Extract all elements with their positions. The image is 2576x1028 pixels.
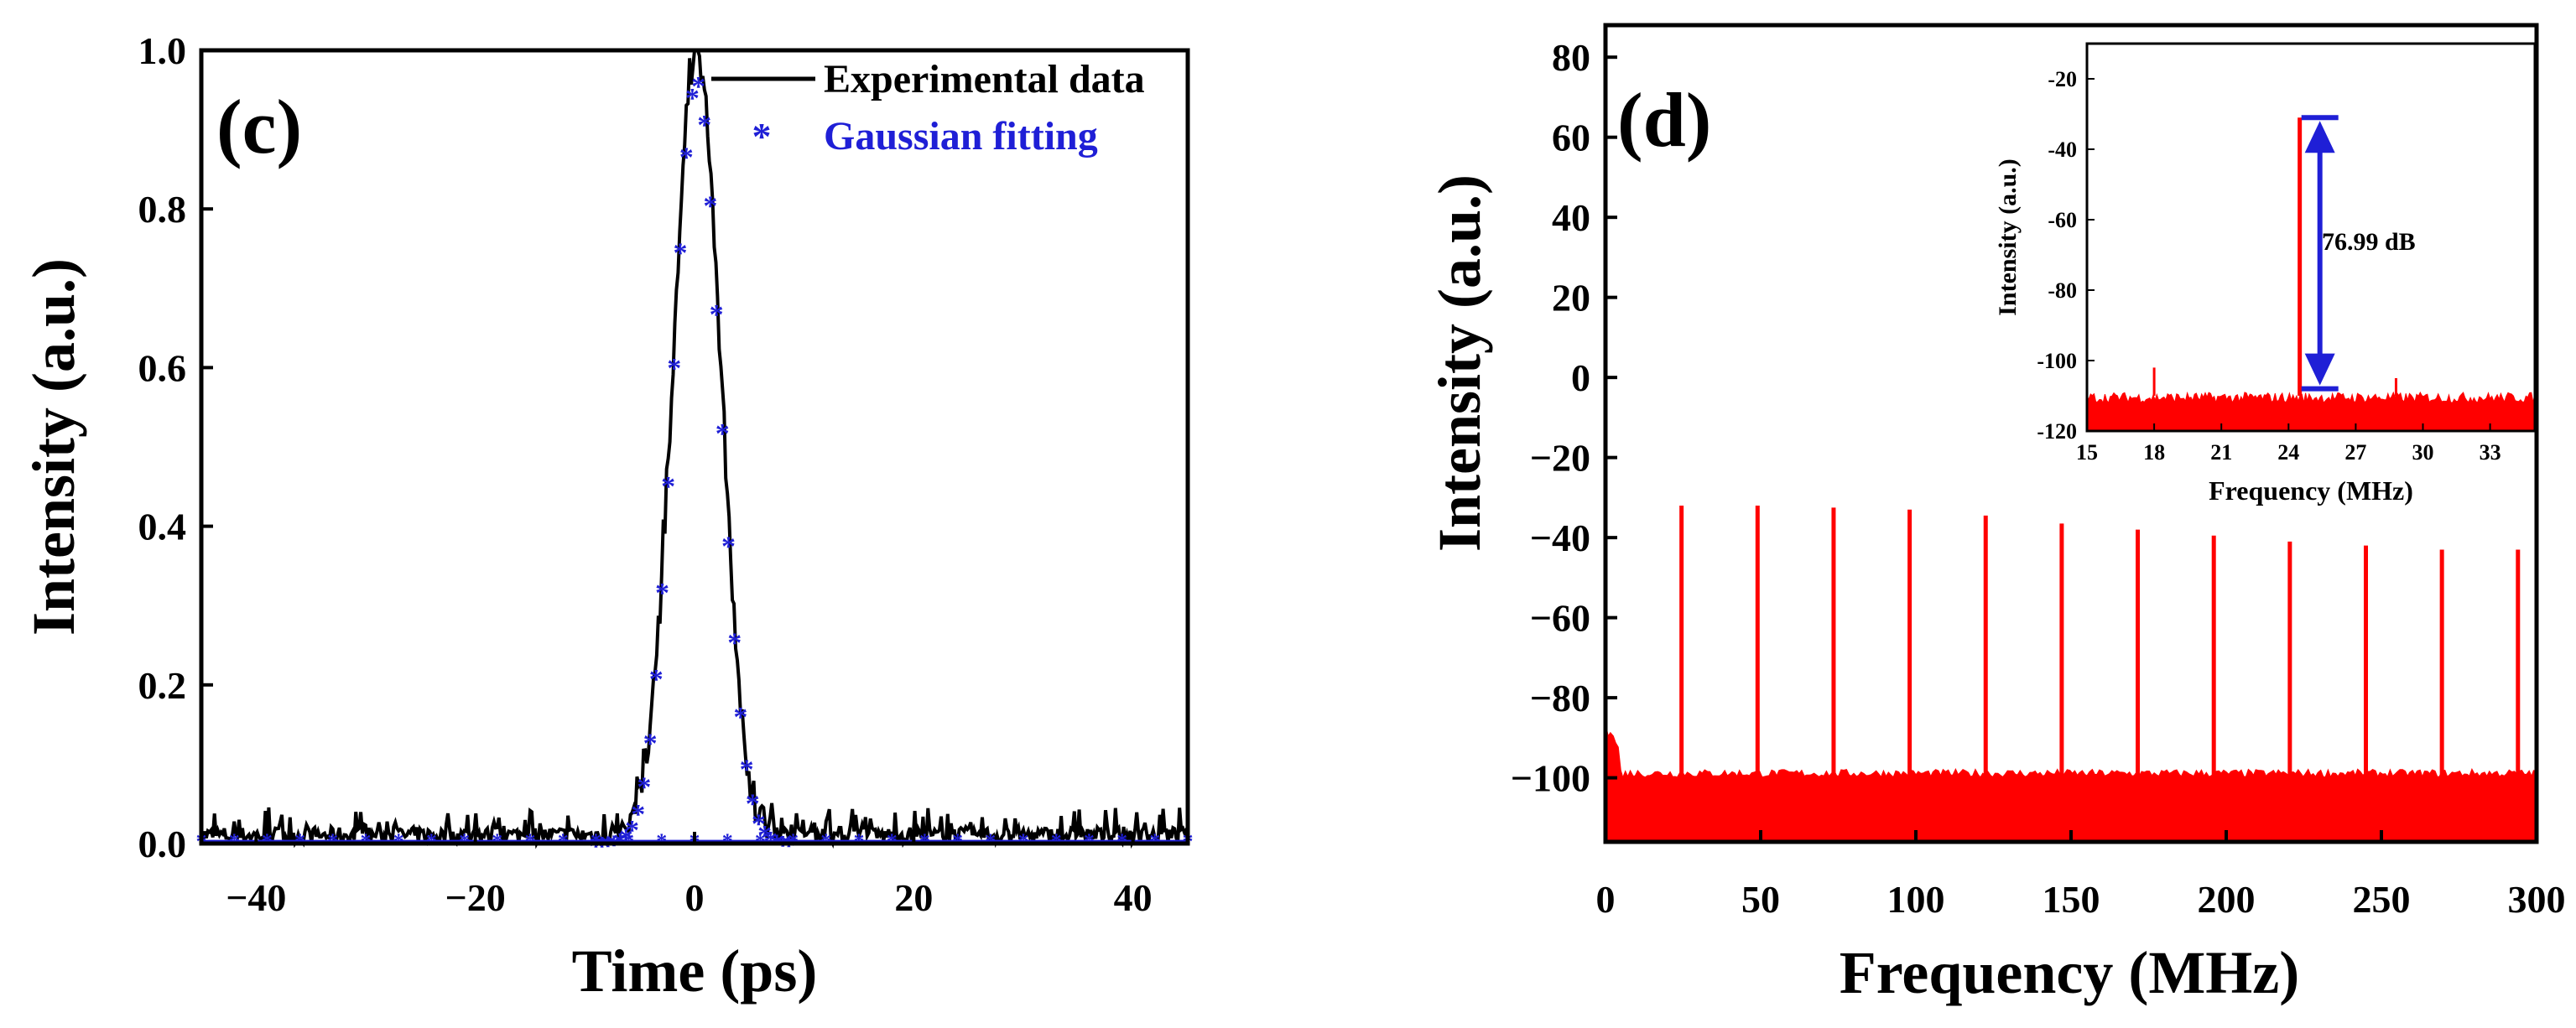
gaussian-fit-point: * <box>710 299 724 330</box>
panel-c-legend: Experimental data * Gaussian fitting <box>711 57 1145 158</box>
y-tick-label: 0 <box>1571 356 1590 399</box>
gaussian-fit-point: * <box>661 471 675 502</box>
gaussian-fit-point: * <box>649 664 664 695</box>
gaussian-fit-point: * <box>655 578 669 609</box>
inset-y-tick-label: -80 <box>2048 278 2077 303</box>
x-tick-label: 150 <box>2043 878 2100 921</box>
y-tick-label: 80 <box>1552 36 1590 79</box>
snr-arrow-head-down <box>2304 353 2335 386</box>
inset-x-tick-label: 21 <box>2210 440 2232 465</box>
gaussian-fit-point: * <box>674 237 688 268</box>
gaussian-fit-point: * <box>716 418 730 449</box>
gaussian-fit-point: * <box>589 831 603 862</box>
gaussian-fit-point: * <box>697 110 711 141</box>
gaussian-fit-point: * <box>721 532 736 563</box>
inset-snr-label: 76.99 dB <box>2322 228 2416 256</box>
y-tick-label: −20 <box>1530 437 1590 480</box>
gaussian-fit-point: * <box>727 627 742 658</box>
inset-x-tick-label: 18 <box>2143 440 2165 465</box>
panel-c-x-axis-label: Time (ps) <box>572 937 818 1005</box>
gaussian-fit-point: * <box>752 809 766 840</box>
inset-frame <box>2085 42 2537 433</box>
x-tick-label: −20 <box>445 876 506 919</box>
gaussian-fit-point: * <box>685 83 700 114</box>
gaussian-fit-point: * <box>740 755 754 786</box>
legend-asterisk-marker: * <box>752 115 772 158</box>
inset-x-tick-label: 24 <box>2277 440 2299 465</box>
y-tick-label: −100 <box>1511 757 1590 800</box>
panel-d-ticks: 0 50 100 150 200 250 300 −100 −80 −60 −40 −20 0 20 40 6… <box>1511 36 2566 921</box>
gaussian-fit-point: * <box>782 831 796 862</box>
inset-x-tick-label: 33 <box>2480 440 2501 465</box>
panel-d-plot-area <box>1605 505 2538 843</box>
panel-c-time-trace: ****************************************… <box>20 29 1194 1005</box>
inset-plot-area <box>2086 117 2536 432</box>
gaussian-fit-point: * <box>625 815 639 846</box>
inset-y-tick-label: -40 <box>2048 138 2077 162</box>
inset-noise-floor <box>2086 391 2536 432</box>
y-tick-label: −80 <box>1530 677 1590 719</box>
legend-gaussian-fitting: Gaussian fitting <box>824 114 1098 158</box>
gaussian-fit-point: * <box>703 190 717 221</box>
panel-c-ticks: −40 −20 0 20 40 0.0 0.2 0.4 0.6 0.8 1.0 <box>138 29 1153 919</box>
gaussian-fit-point: * <box>619 823 633 854</box>
inset-x-tick-label: 15 <box>2076 440 2098 465</box>
gaussian-fit-point: * <box>637 772 651 803</box>
inset-y-tick-label: -100 <box>2037 349 2077 373</box>
x-tick-label: 200 <box>2198 878 2256 921</box>
panel-d-inset: 15 18 21 24 27 30 33 -120 -100 -80 -60 -40 -20 76.99… <box>1994 42 2537 506</box>
y-tick-label: 20 <box>1552 277 1590 319</box>
y-tick-label: 0.2 <box>138 664 187 707</box>
inset-snr-annotation <box>2301 115 2339 392</box>
x-tick-label: 0 <box>1596 878 1616 921</box>
gaussian-fit-point: * <box>733 702 747 733</box>
legend-experimental-data: Experimental data <box>824 57 1145 101</box>
panel-d-rf-spectrum: 0 50 100 150 200 250 300 −100 −80 −60 −40 −20 0 20 40 6… <box>1426 23 2566 1006</box>
y-tick-label: 40 <box>1552 196 1590 239</box>
y-tick-label: 0.0 <box>138 823 187 865</box>
panel-c-y-axis-label: Intensity (a.u.) <box>20 258 87 636</box>
gaussian-fit-point: * <box>643 729 658 760</box>
inset-y-tick-label: -60 <box>2048 208 2077 232</box>
gaussian-fit-point: * <box>746 788 760 819</box>
x-tick-label: 100 <box>1887 878 1945 921</box>
y-tick-label: 1.0 <box>138 29 187 72</box>
gaussian-fit-point: * <box>601 830 615 861</box>
y-tick-label: 60 <box>1552 117 1590 159</box>
panel-c-plot-area: ****************************************… <box>196 49 1194 862</box>
panel-d-y-axis-label: Intensity (a.u.) <box>1426 174 1493 552</box>
panel-c-label: (c) <box>216 84 302 169</box>
y-tick-label: −40 <box>1530 517 1590 559</box>
gaussian-fit-point: * <box>667 353 681 384</box>
x-tick-label: 20 <box>894 876 933 919</box>
gaussian-fit-point: * <box>595 831 609 862</box>
x-tick-label: 50 <box>1741 878 1780 921</box>
x-tick-label: 0 <box>685 876 705 919</box>
x-tick-label: −40 <box>226 876 286 919</box>
inset-y-tick-label: -20 <box>2048 67 2077 91</box>
inset-x-tick-label: 27 <box>2344 440 2366 465</box>
y-tick-label: 0.4 <box>138 506 187 548</box>
y-tick-label: 0.6 <box>138 346 187 389</box>
gaussian-fit-point: * <box>679 142 694 173</box>
inset-x-axis-label: Frequency (MHz) <box>2209 475 2413 506</box>
x-tick-label: 300 <box>2508 878 2566 921</box>
panel-d-label: (d) <box>1617 77 1711 163</box>
y-tick-label: 0.8 <box>138 188 187 231</box>
gaussian-fit-point: * <box>631 799 645 830</box>
inset-y-tick-label: -120 <box>2037 419 2077 444</box>
gaussian-fit-point: * <box>691 71 705 102</box>
x-tick-label: 40 <box>1114 876 1153 919</box>
inset-x-tick-label: 30 <box>2412 440 2434 465</box>
inset-y-axis-label: Intensity (a.u.) <box>1994 158 2022 316</box>
panel-d-x-axis-label: Frequency (MHz) <box>1840 939 2300 1006</box>
x-tick-label: 250 <box>2353 878 2411 921</box>
inset-ticks: 15 18 21 24 27 30 33 -120 -100 -80 -60 -40 -20 <box>2037 67 2501 465</box>
snr-arrow-head-up <box>2304 121 2335 153</box>
y-tick-label: −60 <box>1530 597 1590 640</box>
